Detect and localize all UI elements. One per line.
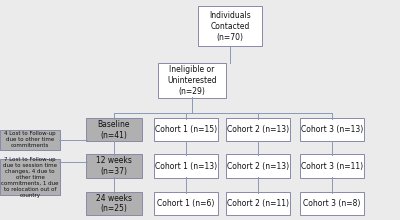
Text: 7 Lost to Follow-up
due to session time
changes, 4 due to
other time
commitments: 7 Lost to Follow-up due to session time … [1,157,59,198]
FancyBboxPatch shape [86,118,142,141]
FancyBboxPatch shape [226,118,290,141]
FancyBboxPatch shape [300,192,364,215]
FancyBboxPatch shape [158,62,226,98]
Text: Baseline
(n=41): Baseline (n=41) [98,120,130,140]
Text: Cohort 1 (n=15): Cohort 1 (n=15) [155,125,217,134]
Text: Cohort 2 (n=13): Cohort 2 (n=13) [227,125,289,134]
FancyBboxPatch shape [0,130,60,150]
Text: Cohort 3 (n=13): Cohort 3 (n=13) [301,125,363,134]
Text: Cohort 3 (n=8): Cohort 3 (n=8) [303,199,361,208]
Text: Cohort 1 (n=6): Cohort 1 (n=6) [157,199,215,208]
FancyBboxPatch shape [86,192,142,215]
Text: Cohort 3 (n=11): Cohort 3 (n=11) [301,162,363,170]
FancyBboxPatch shape [226,154,290,178]
Text: 24 weeks
(n=25): 24 weeks (n=25) [96,194,132,213]
Text: Individuals
Contacted
(n=70): Individuals Contacted (n=70) [209,11,251,42]
Text: Ineligible or
Uninterested
(n=29): Ineligible or Uninterested (n=29) [167,65,217,95]
Text: Cohort 1 (n=13): Cohort 1 (n=13) [155,162,217,170]
Text: Cohort 2 (n=13): Cohort 2 (n=13) [227,162,289,170]
FancyBboxPatch shape [154,192,218,215]
Text: 4 Lost to Follow-up
due to other time
commitments: 4 Lost to Follow-up due to other time co… [4,131,56,148]
FancyBboxPatch shape [226,192,290,215]
FancyBboxPatch shape [0,159,60,195]
FancyBboxPatch shape [154,118,218,141]
FancyBboxPatch shape [300,154,364,178]
FancyBboxPatch shape [198,6,262,46]
FancyBboxPatch shape [86,154,142,178]
FancyBboxPatch shape [300,118,364,141]
Text: Cohort 2 (n=11): Cohort 2 (n=11) [227,199,289,208]
Text: 12 weeks
(n=37): 12 weeks (n=37) [96,156,132,176]
FancyBboxPatch shape [154,154,218,178]
